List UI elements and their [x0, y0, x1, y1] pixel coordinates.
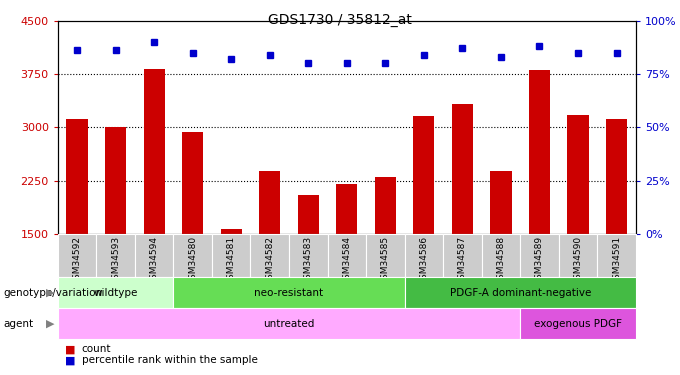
Text: neo-resistant: neo-resistant: [254, 288, 324, 298]
Bar: [105, 127, 126, 234]
Bar: [606, 120, 627, 234]
Bar: [559, 234, 597, 277]
Text: count: count: [82, 344, 111, 354]
Text: GSM34587: GSM34587: [458, 236, 467, 285]
Bar: [529, 70, 550, 234]
Text: untreated: untreated: [263, 319, 315, 329]
Text: ■: ■: [65, 356, 75, 366]
Bar: [520, 308, 636, 339]
Bar: [481, 234, 520, 277]
Bar: [259, 171, 280, 234]
Text: ■: ■: [65, 344, 75, 354]
Bar: [220, 229, 242, 234]
Bar: [413, 116, 435, 234]
Text: exogenous PDGF: exogenous PDGF: [534, 319, 622, 329]
Bar: [336, 183, 358, 234]
Text: GSM34591: GSM34591: [612, 236, 621, 285]
Bar: [58, 234, 97, 277]
Text: GSM34586: GSM34586: [420, 236, 428, 285]
Bar: [520, 234, 559, 277]
Bar: [597, 234, 636, 277]
Text: GSM34582: GSM34582: [265, 236, 274, 285]
Text: GSM34590: GSM34590: [573, 236, 583, 285]
Text: GSM34583: GSM34583: [304, 236, 313, 285]
Text: GSM34594: GSM34594: [150, 236, 158, 285]
Text: GSM34593: GSM34593: [111, 236, 120, 285]
Bar: [567, 114, 589, 234]
Bar: [405, 234, 443, 277]
Text: GSM34588: GSM34588: [496, 236, 505, 285]
Bar: [135, 234, 173, 277]
Bar: [97, 234, 135, 277]
Text: GDS1730 / 35812_at: GDS1730 / 35812_at: [268, 13, 412, 27]
Text: agent: agent: [3, 319, 33, 329]
Text: GSM34584: GSM34584: [342, 236, 352, 285]
Text: GSM34585: GSM34585: [381, 236, 390, 285]
Bar: [250, 234, 289, 277]
Bar: [173, 234, 212, 277]
Bar: [328, 234, 366, 277]
Text: percentile rank within the sample: percentile rank within the sample: [82, 356, 258, 366]
Bar: [289, 234, 328, 277]
Bar: [490, 171, 511, 234]
Text: ▶: ▶: [46, 288, 54, 298]
Text: genotype/variation: genotype/variation: [3, 288, 103, 298]
Bar: [443, 234, 481, 277]
Bar: [143, 69, 165, 234]
Bar: [58, 308, 520, 339]
Text: GSM34589: GSM34589: [535, 236, 544, 285]
Bar: [212, 234, 250, 277]
Text: ▶: ▶: [46, 319, 54, 329]
Bar: [182, 132, 203, 234]
Bar: [452, 104, 473, 234]
Bar: [298, 195, 319, 234]
Bar: [366, 234, 405, 277]
Text: PDGF-A dominant-negative: PDGF-A dominant-negative: [449, 288, 591, 298]
Bar: [67, 119, 88, 234]
Text: GSM34581: GSM34581: [226, 236, 236, 285]
Bar: [405, 277, 636, 308]
Bar: [173, 277, 405, 308]
Text: GSM34580: GSM34580: [188, 236, 197, 285]
Text: wildtype: wildtype: [93, 288, 138, 298]
Bar: [58, 277, 173, 308]
Bar: [375, 177, 396, 234]
Text: GSM34592: GSM34592: [73, 236, 82, 285]
